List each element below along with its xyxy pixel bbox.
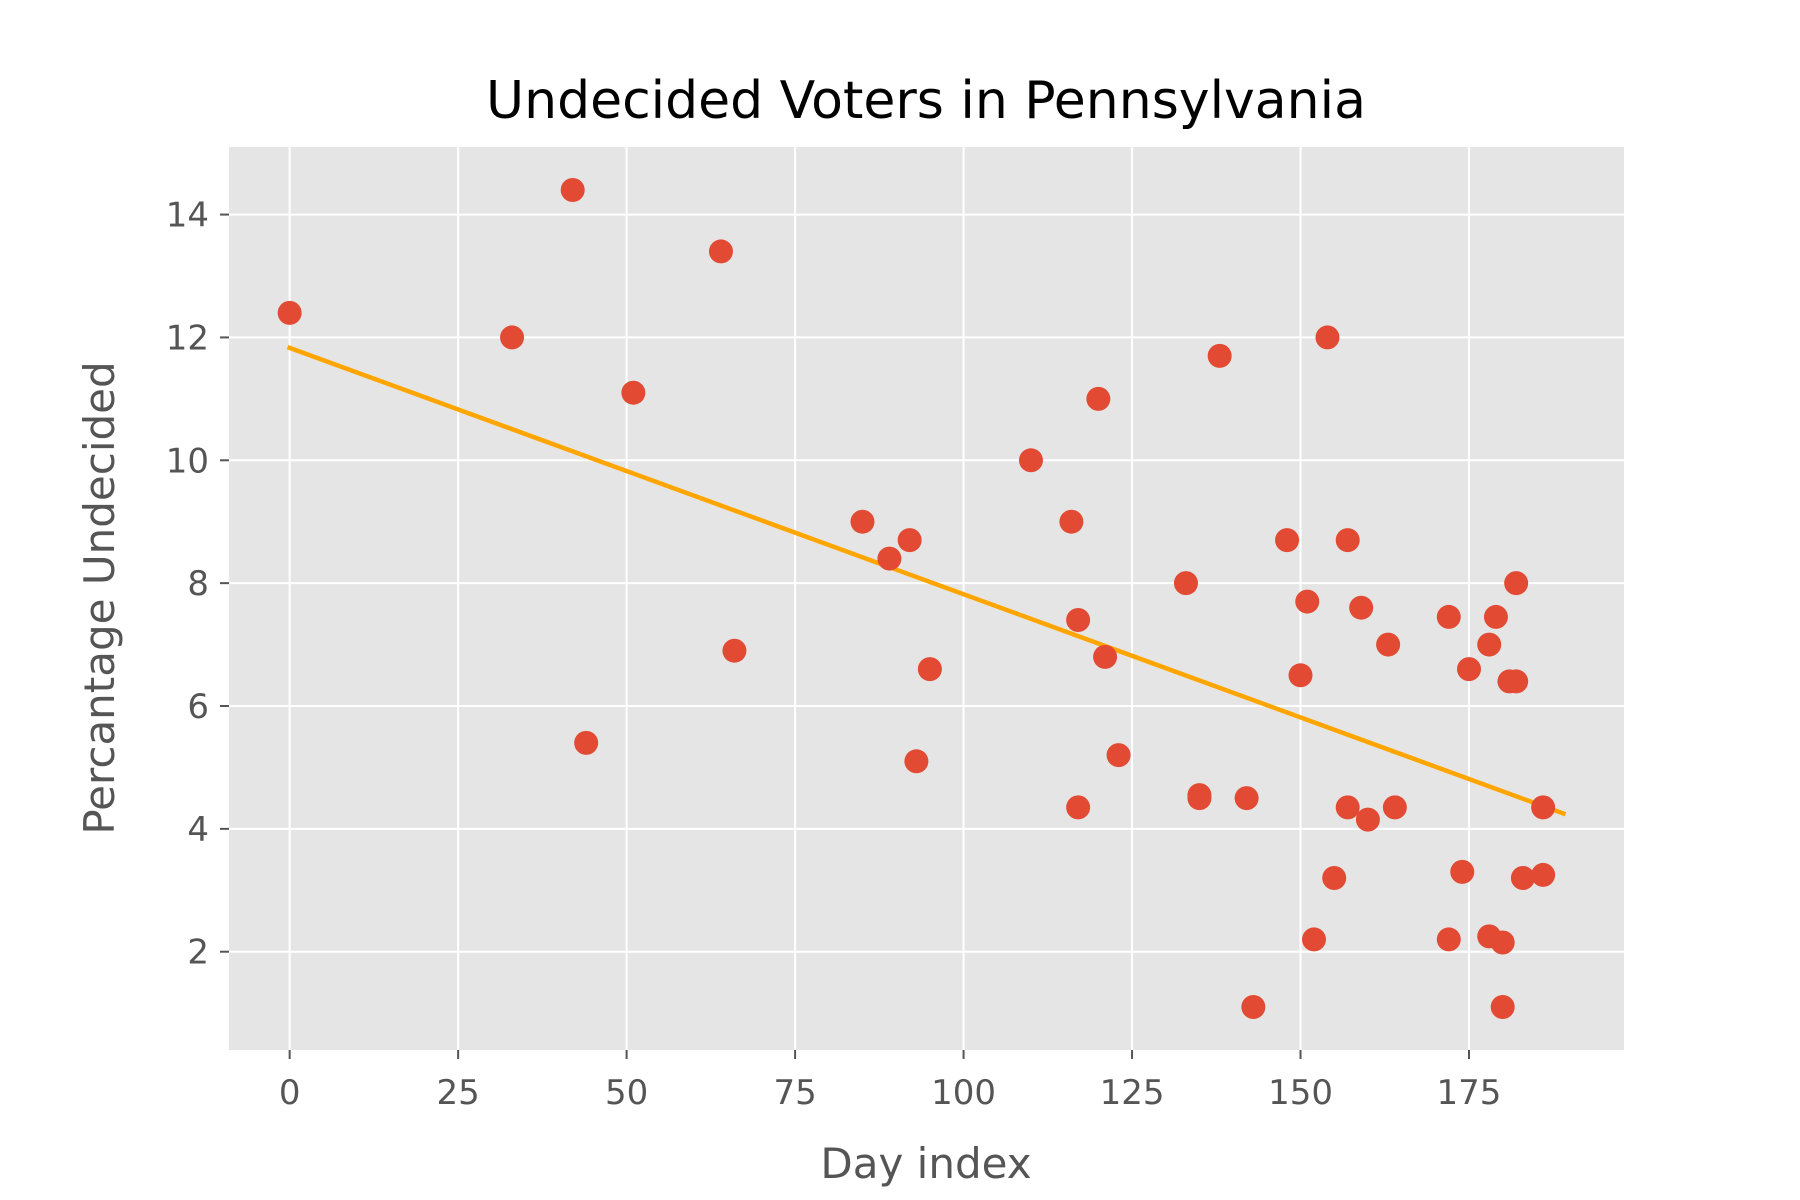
- x-tick-label: 125: [1100, 1073, 1165, 1113]
- data-point: [1450, 859, 1475, 884]
- data-point: [1275, 528, 1300, 553]
- y-axis-title: Percantage Undecided: [75, 361, 124, 834]
- data-point: [917, 657, 942, 682]
- data-point: [1302, 927, 1326, 952]
- data-point: [1382, 795, 1407, 820]
- x-tick-label: 50: [605, 1073, 648, 1113]
- data-point: [877, 546, 902, 571]
- data-point: [1241, 995, 1266, 1019]
- data-point: [1066, 795, 1091, 820]
- x-tick-label: 175: [1437, 1073, 1502, 1113]
- data-point: [1207, 343, 1232, 368]
- data-point: [708, 239, 733, 264]
- data-point: [1018, 448, 1043, 473]
- y-tick-label: 2: [187, 933, 209, 973]
- y-tick-label: 12: [166, 318, 209, 358]
- data-point: [1483, 604, 1508, 629]
- data-point: [722, 638, 747, 663]
- x-tick-label: 25: [436, 1073, 479, 1113]
- data-point: [1335, 795, 1360, 820]
- data-point: [1288, 663, 1313, 688]
- data-point: [1436, 927, 1461, 952]
- scatter-points: [277, 178, 1556, 1019]
- data-point: [560, 178, 585, 202]
- data-point: [1457, 657, 1481, 682]
- data-point: [1106, 743, 1131, 768]
- data-point: [621, 380, 646, 405]
- y-tick-label: 8: [187, 564, 209, 604]
- axis-ticks: 0 25 50 75 100 125 150 175 2 4 6 8 10 12 14: [166, 196, 1502, 1113]
- data-point: [1234, 786, 1259, 811]
- x-tick-label: 100: [931, 1073, 996, 1113]
- data-point: [1173, 571, 1198, 596]
- data-point: [1510, 866, 1535, 890]
- data-point: [1531, 862, 1556, 887]
- chart-title: Undecided Voters in Pennsylvania: [486, 71, 1366, 131]
- x-axis-title: Day index: [820, 1139, 1031, 1188]
- data-point: [1066, 608, 1091, 632]
- data-point: [1295, 589, 1320, 614]
- y-tick-label: 6: [187, 687, 209, 727]
- data-point: [1093, 644, 1118, 669]
- data-point: [277, 300, 302, 325]
- data-point: [1531, 795, 1556, 820]
- data-point: [1504, 669, 1529, 694]
- y-tick-label: 10: [166, 441, 209, 481]
- data-point: [574, 730, 599, 755]
- x-tick-label: 150: [1268, 1073, 1333, 1113]
- y-tick-label: 14: [166, 196, 209, 236]
- data-point: [1490, 995, 1515, 1019]
- data-point: [850, 509, 875, 534]
- data-point: [1504, 571, 1529, 596]
- data-point: [1059, 509, 1084, 534]
- grid-lines: [229, 147, 1624, 1050]
- data-point: [897, 528, 922, 553]
- data-point: [1490, 930, 1515, 955]
- y-tick-label: 4: [187, 810, 209, 850]
- plot-background: [229, 147, 1624, 1050]
- data-point: [500, 325, 525, 350]
- data-point: [1436, 604, 1461, 629]
- x-tick-label: 0: [279, 1073, 301, 1113]
- trend-line-group: [286, 344, 1567, 817]
- data-point: [1086, 386, 1111, 411]
- trend-line: [286, 344, 1567, 817]
- data-point: [904, 749, 929, 774]
- data-point: [1315, 325, 1340, 350]
- data-point: [1322, 866, 1347, 890]
- data-point: [1376, 632, 1401, 657]
- x-tick-label: 75: [773, 1073, 816, 1113]
- data-point: [1335, 528, 1360, 553]
- data-point: [1355, 807, 1380, 832]
- data-point: [1477, 632, 1502, 657]
- data-point: [1187, 786, 1212, 811]
- data-point: [1349, 595, 1374, 620]
